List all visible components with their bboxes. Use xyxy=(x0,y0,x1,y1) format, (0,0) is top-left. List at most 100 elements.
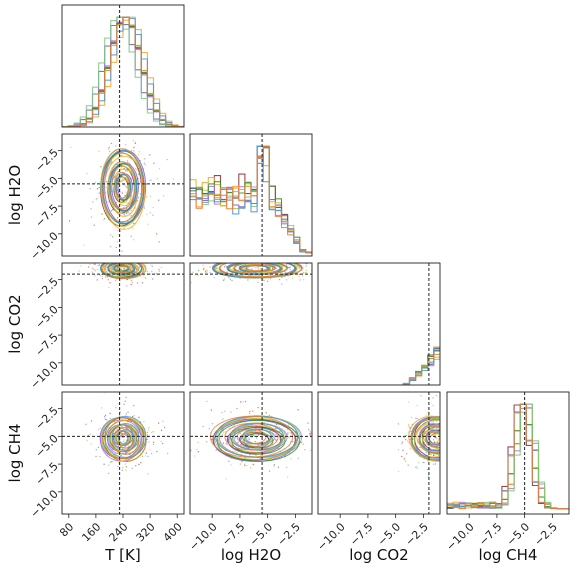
y-tick-label: −7.5 xyxy=(33,331,61,359)
contour-8 xyxy=(101,417,144,460)
x-tick-label: −5.0 xyxy=(247,520,275,548)
contour-4 xyxy=(421,427,440,455)
hist-panel-T xyxy=(62,16,184,127)
x-tick-label: −5.0 xyxy=(375,520,403,548)
hist-panel-CO2 xyxy=(318,346,440,385)
y-tick-label: −7.5 xyxy=(33,460,61,488)
contour-3 xyxy=(103,155,146,230)
contour-7 xyxy=(411,416,440,459)
contour-8 xyxy=(115,430,131,446)
y-tick-label: −10.0 xyxy=(28,487,61,520)
x-axis-label-CH4: log CH4 xyxy=(479,546,538,564)
contour-7 xyxy=(111,423,140,451)
x-tick-label: 400 xyxy=(161,520,185,544)
contour-8 xyxy=(410,418,440,461)
contour-8 xyxy=(418,425,440,454)
panel-T-H2O xyxy=(68,139,174,252)
panel-frame xyxy=(61,4,185,128)
contour-8 xyxy=(109,263,137,277)
contour-8 xyxy=(219,263,303,278)
contour-5 xyxy=(243,433,274,449)
x-tick-label: −7.5 xyxy=(476,520,504,548)
contour-7 xyxy=(117,429,134,445)
x-axis-label-CO2: log CO2 xyxy=(349,546,408,564)
x-tick-label: −10.0 xyxy=(187,520,220,553)
y-tick-label: −2.5 xyxy=(33,146,61,174)
panel-H2O-CO2 xyxy=(190,263,312,285)
contour-7 xyxy=(113,265,129,273)
hist-series-6 xyxy=(318,358,440,385)
x-axis-label-T: T [K] xyxy=(104,546,140,564)
hist-series-8 xyxy=(318,353,440,385)
x-tick-label: −5.0 xyxy=(504,520,532,548)
y-tick-label: −10.0 xyxy=(28,229,61,262)
contour-3 xyxy=(110,168,138,217)
x-axis-label-H2O: log H2O xyxy=(221,546,281,564)
contour-0 xyxy=(227,425,282,454)
y-tick-label: −5.0 xyxy=(33,432,61,460)
x-tick-label: −7.5 xyxy=(347,520,375,548)
hist-panel-CH4 xyxy=(447,403,569,510)
y-tick-label: −5.0 xyxy=(33,174,61,202)
x-tick-label: −10.0 xyxy=(315,520,348,553)
contour-4 xyxy=(428,433,440,449)
contour-4 xyxy=(214,417,298,460)
hist-series-8 xyxy=(62,16,184,127)
x-tick-label: −2.5 xyxy=(403,520,431,548)
panel-frame xyxy=(61,262,185,386)
hist-panel-H2O xyxy=(190,145,312,254)
hist-series-3 xyxy=(62,16,184,127)
panel-T-CO2 xyxy=(78,263,163,289)
contour-3 xyxy=(416,422,440,451)
hist-series-8 xyxy=(447,403,569,510)
hist-series-7 xyxy=(318,347,440,385)
contour-8 xyxy=(425,431,440,448)
panel-frame xyxy=(61,133,185,257)
contour-7 xyxy=(226,263,281,276)
contour-7 xyxy=(104,415,147,458)
contour-7 xyxy=(115,173,131,201)
y-tick-label: −2.5 xyxy=(33,275,61,303)
panel-frame xyxy=(189,133,313,257)
contour-8 xyxy=(102,263,145,280)
panel-frame xyxy=(189,262,313,386)
panel-frame xyxy=(189,391,313,515)
contour-4 xyxy=(413,419,440,462)
x-tick-label: 80 xyxy=(57,520,76,539)
panel-T-CH4 xyxy=(84,392,169,475)
panel-frame xyxy=(317,262,441,386)
hist-series-7 xyxy=(190,145,312,254)
contour-8 xyxy=(246,264,277,272)
contour-7 xyxy=(100,263,143,279)
y-axis-label-CO2: log CO2 xyxy=(6,294,24,353)
hist-series-4 xyxy=(318,356,440,385)
panel-frame xyxy=(317,391,441,515)
x-tick-label: −2.5 xyxy=(532,520,560,548)
x-tick-label: 240 xyxy=(107,520,131,544)
y-axis-label-H2O: log H2O xyxy=(6,165,24,225)
contour-8 xyxy=(114,171,130,199)
hist-series-5 xyxy=(318,350,440,385)
contour-0 xyxy=(212,418,296,461)
contour-7 xyxy=(212,263,296,279)
y-tick-label: −7.5 xyxy=(33,202,61,230)
y-tick-label: −2.5 xyxy=(33,404,61,432)
contour-8 xyxy=(108,161,136,210)
contour-0 xyxy=(239,431,270,448)
x-tick-label: −2.5 xyxy=(275,520,303,548)
contour-8 xyxy=(115,266,131,274)
y-tick-label: −5.0 xyxy=(33,303,61,331)
x-tick-label: −10.0 xyxy=(444,520,477,553)
contour-8 xyxy=(224,422,279,451)
contour-7 xyxy=(102,149,145,224)
x-tick-label: 160 xyxy=(79,520,103,544)
hist-series-8 xyxy=(190,145,312,254)
y-tick-label: −10.0 xyxy=(28,358,61,391)
contour-8 xyxy=(109,424,137,453)
x-tick-label: 320 xyxy=(134,520,158,544)
contour-7 xyxy=(109,162,137,211)
x-tick-label: −7.5 xyxy=(219,520,247,548)
panel-H2O-CH4 xyxy=(190,400,312,480)
contour-8 xyxy=(101,148,144,223)
